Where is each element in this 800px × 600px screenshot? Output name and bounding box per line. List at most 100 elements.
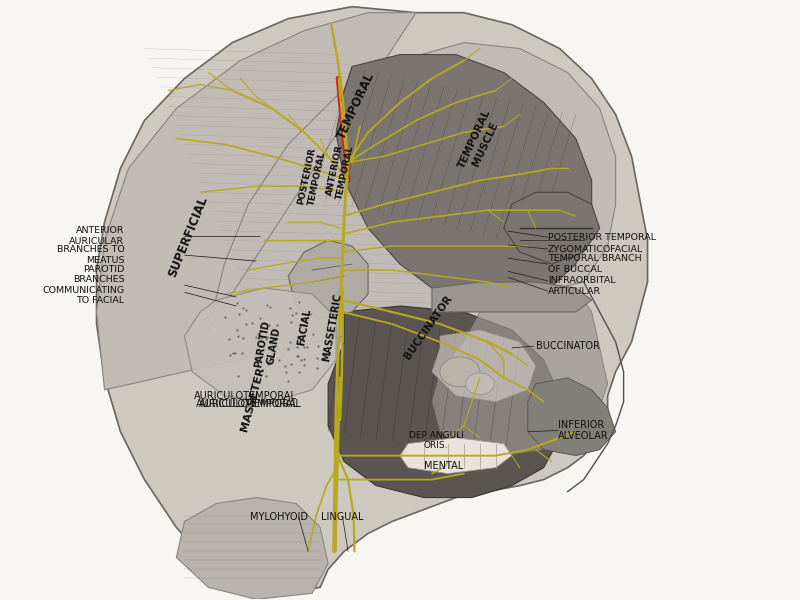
- Text: ANTERIOR
TEMPORAL: ANTERIOR TEMPORAL: [325, 142, 355, 200]
- Point: [282, 376, 295, 385]
- Text: POSTERIOR TEMPORAL: POSTERIOR TEMPORAL: [548, 233, 656, 242]
- Point: [271, 320, 284, 329]
- Polygon shape: [432, 330, 536, 402]
- Point: [293, 367, 306, 377]
- Polygon shape: [97, 13, 616, 390]
- Point: [222, 334, 235, 344]
- Point: [246, 318, 258, 328]
- Point: [233, 309, 246, 319]
- Point: [280, 367, 293, 376]
- Polygon shape: [432, 282, 608, 455]
- Point: [230, 298, 243, 307]
- Text: ZYGOMATICOFACIAL: ZYGOMATICOFACIAL: [548, 245, 643, 254]
- Text: TEMPORAL: TEMPORAL: [335, 70, 378, 141]
- Point: [285, 317, 298, 327]
- Text: BRANCHES TO
MEATUS: BRANCHES TO MEATUS: [57, 245, 125, 265]
- Point: [294, 320, 306, 330]
- Text: TEMPORAL
MUSCLE: TEMPORAL MUSCLE: [457, 108, 503, 175]
- Point: [294, 321, 306, 331]
- Point: [298, 361, 310, 370]
- Text: ANTERIOR
AURICULAR: ANTERIOR AURICULAR: [70, 226, 125, 245]
- Point: [249, 332, 262, 342]
- Point: [255, 333, 268, 343]
- Point: [263, 320, 276, 330]
- Point: [237, 303, 250, 313]
- Point: [237, 334, 250, 343]
- Text: LINGUAL: LINGUAL: [322, 512, 364, 521]
- Point: [260, 300, 273, 310]
- Polygon shape: [184, 288, 336, 402]
- Point: [297, 315, 310, 325]
- Point: [263, 302, 276, 312]
- Point: [262, 359, 274, 368]
- Text: FACIAL: FACIAL: [296, 308, 312, 346]
- Point: [248, 376, 261, 386]
- Point: [240, 305, 253, 314]
- Point: [290, 308, 302, 317]
- Point: [229, 348, 242, 358]
- Point: [254, 327, 266, 337]
- Text: BUCCINATOR: BUCCINATOR: [402, 293, 454, 361]
- Point: [306, 329, 319, 339]
- Polygon shape: [336, 55, 592, 306]
- Point: [231, 331, 244, 341]
- Text: INFERIOR
ALVEOLAR: INFERIOR ALVEOLAR: [558, 419, 609, 441]
- Polygon shape: [432, 282, 592, 312]
- Point: [283, 303, 296, 313]
- Point: [252, 329, 265, 339]
- Point: [261, 332, 274, 341]
- Point: [292, 351, 305, 361]
- Text: AURICULOTEMPORAL: AURICULOTEMPORAL: [194, 391, 297, 401]
- Point: [224, 350, 237, 360]
- Text: AURICULOTEMPORAL: AURICULOTEMPORAL: [196, 398, 299, 409]
- Polygon shape: [528, 378, 616, 455]
- Text: MASSETER: MASSETER: [239, 365, 266, 432]
- Polygon shape: [97, 7, 647, 593]
- Text: PAROTID
BRANCHES
COMMUNICATING
TO FACIAL: PAROTID BRANCHES COMMUNICATING TO FACIAL: [42, 265, 125, 305]
- Point: [260, 371, 273, 381]
- Point: [282, 344, 294, 353]
- Point: [290, 351, 303, 361]
- Point: [273, 355, 286, 365]
- Polygon shape: [288, 240, 368, 318]
- Text: BUCCINATOR: BUCCINATOR: [536, 341, 600, 351]
- Point: [298, 354, 310, 364]
- Point: [295, 355, 308, 365]
- Point: [293, 297, 306, 307]
- Point: [285, 359, 298, 369]
- Text: MENTAL: MENTAL: [424, 461, 463, 472]
- Text: MYLOHYOID: MYLOHYOID: [250, 512, 308, 521]
- Polygon shape: [176, 497, 328, 599]
- Point: [291, 342, 304, 352]
- Point: [227, 349, 240, 358]
- Point: [218, 312, 231, 322]
- Circle shape: [466, 373, 494, 395]
- Point: [236, 348, 249, 358]
- Point: [283, 337, 296, 347]
- Text: POSTERIOR
TEMPORAL: POSTERIOR TEMPORAL: [297, 147, 328, 208]
- Point: [311, 364, 324, 373]
- Text: TEMPORAL BRANCH
OF BUCCAL: TEMPORAL BRANCH OF BUCCAL: [548, 254, 642, 274]
- Polygon shape: [400, 437, 512, 473]
- Point: [240, 319, 253, 328]
- Text: ARTICULAR: ARTICULAR: [548, 287, 601, 296]
- Point: [311, 341, 324, 351]
- Polygon shape: [504, 192, 600, 264]
- Point: [260, 335, 273, 344]
- Point: [262, 356, 275, 365]
- Text: PAROTID
GLAND: PAROTID GLAND: [254, 320, 283, 370]
- Text: INFRAORBITAL: INFRAORBITAL: [548, 277, 615, 286]
- Point: [300, 343, 313, 352]
- Point: [286, 310, 298, 320]
- Point: [303, 309, 316, 319]
- Text: AURICULOTEMPORAL: AURICULOTEMPORAL: [198, 398, 302, 409]
- Point: [254, 313, 266, 323]
- Polygon shape: [328, 306, 560, 497]
- Point: [231, 371, 244, 380]
- Circle shape: [440, 357, 480, 387]
- Point: [278, 361, 291, 370]
- Point: [230, 326, 243, 335]
- Text: MASSETERIC: MASSETERIC: [321, 292, 343, 362]
- Point: [310, 353, 323, 363]
- Point: [298, 342, 310, 352]
